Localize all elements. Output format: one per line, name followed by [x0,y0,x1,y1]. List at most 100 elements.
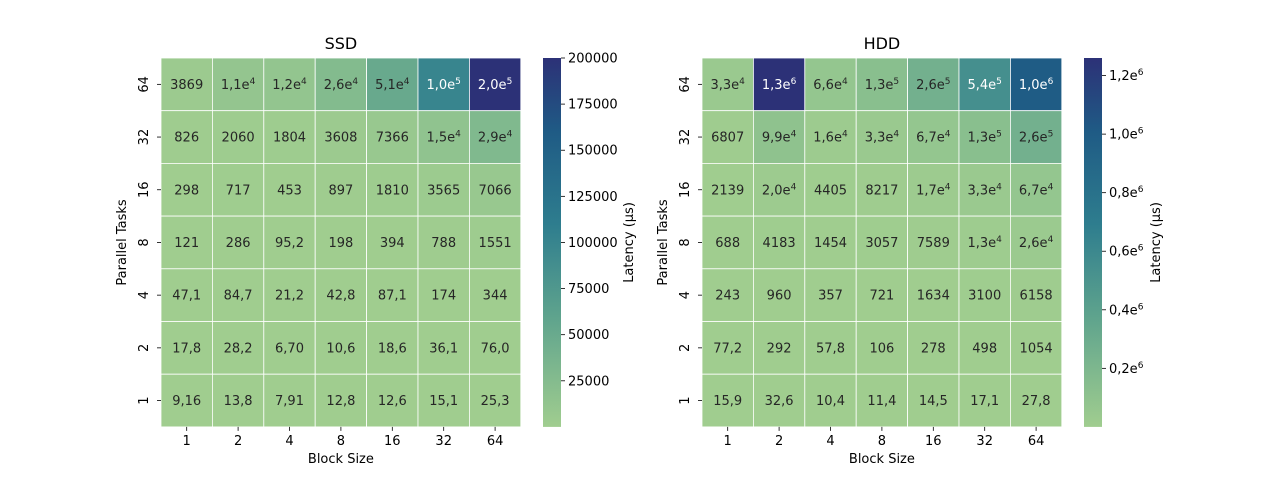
cell-label: 286 [226,236,251,251]
x-tick-label: 2 [234,434,242,449]
cell-label: 1,3e5 [967,130,1001,146]
cell-label: 1634 [917,289,950,304]
heatmap-cell [263,373,316,428]
cell-label: 12,6 [378,394,407,409]
cell-label: 4183 [763,236,796,251]
cell-label: 960 [767,289,792,304]
x-tick-label: 8 [878,434,886,449]
cell-label: 7,91 [275,394,304,409]
cell-label: 3608 [324,131,357,146]
heatmap-cell [1010,373,1063,428]
cell-label: 1,7e4 [916,182,951,198]
cell-label: 10,6 [326,341,355,356]
cell-label: 121 [174,236,199,251]
cell-label: 2,0e4 [762,182,797,198]
x-axis-label: Block Size [849,452,915,467]
cell-label: 1,3e5 [865,77,899,93]
colorbar-tick-label: 0,6e6 [1109,244,1144,260]
colorbar-tick-label: 200000 [568,52,618,67]
cell-label: 7366 [376,131,409,146]
cell-label: 9,16 [172,394,201,409]
cell-label: 15,1 [429,394,458,409]
heatmap-cell [314,162,368,217]
cell-label: 11,4 [867,394,896,409]
x-tick-label: 4 [826,434,834,449]
heatmap-cell [366,321,419,375]
colorbar-tick-label: 125000 [568,190,618,205]
cell-label: 2060 [222,131,255,146]
cell-label: 9,9e4 [762,130,797,146]
heatmap-cell [468,162,522,217]
heatmap-cell [958,57,1011,112]
heatmap-cell [804,215,857,270]
cell-label: 6807 [711,131,744,146]
cell-label: 278 [921,341,946,356]
cell-label: 47,1 [172,289,201,304]
cell-label: 3,3e4 [710,77,745,93]
cell-label: 2,9e4 [478,130,513,146]
x-axis-label: Block Size [308,452,374,467]
colorbar-tick-label: 100000 [568,236,618,251]
heatmap-cell [366,373,419,428]
cell-label: 18,6 [378,341,407,356]
y-tick-label: 64 [137,76,152,93]
cell-label: 10,4 [816,394,845,409]
y-tick-label: 4 [137,291,152,299]
cell-label: 25,3 [481,394,510,409]
heatmap-cell [753,268,806,322]
heatmap-cell [314,373,368,428]
heatmap-cell [160,373,213,428]
cell-label: 36,1 [429,341,458,356]
x-tick-label: 32 [435,434,452,449]
y-tick-label: 2 [678,344,693,352]
cell-label: 2,6e4 [1019,235,1054,251]
heatmap-cell [366,268,419,322]
cell-label: 394 [380,236,405,251]
colorbar-tick-label: 0,2e6 [1109,361,1144,377]
heatmap-cell [211,373,265,428]
cell-label: 298 [174,183,199,198]
heatmap-cell [263,162,316,217]
heatmap-cell [263,321,316,375]
heatmap-cell [417,57,470,112]
cell-label: 1,2e4 [272,77,307,93]
cell-label: 5,4e5 [967,77,1001,93]
x-tick-label: 32 [976,434,993,449]
cell-label: 14,5 [919,394,948,409]
chart-title: HDD [864,34,901,53]
cell-label: 17,1 [970,394,999,409]
heatmap-cell [263,57,316,112]
heatmap-cell [1010,268,1063,322]
y-axis-label: Parallel Tasks [115,199,130,286]
cell-label: 6,7e4 [1019,182,1054,198]
cell-label: 721 [869,289,894,304]
colorbar-label: Latency (µs) [622,202,637,283]
cell-label: 7066 [479,183,512,198]
x-tick-label: 64 [487,434,504,449]
colorbar-tick-label: 75000 [568,282,609,297]
x-tick-label: 16 [925,434,942,449]
heatmap-cell [366,162,419,217]
y-tick-label: 64 [678,76,693,93]
cell-label: 1,3e6 [762,77,797,93]
heatmap-cell [1010,162,1063,217]
cell-label: 1810 [376,183,409,198]
cell-label: 3565 [427,183,460,198]
cell-label: 2,6e5 [1019,130,1053,146]
cell-label: 2,0e5 [478,77,512,93]
colorbar-tick-label: 0,4e6 [1109,302,1144,318]
colorbar-gradient [543,58,561,427]
y-tick-label: 2 [137,344,152,352]
y-tick-label: 32 [137,129,152,146]
cell-label: 1,1e4 [221,77,256,93]
cell-label: 6,6e4 [813,77,848,93]
cell-label: 87,1 [378,289,407,304]
cell-label: 2139 [711,183,744,198]
heatmap-cell [804,162,857,217]
heatmap-cell [211,215,265,270]
heatmap-cell [366,215,419,270]
colorbar-tick-label: 150000 [568,144,618,159]
